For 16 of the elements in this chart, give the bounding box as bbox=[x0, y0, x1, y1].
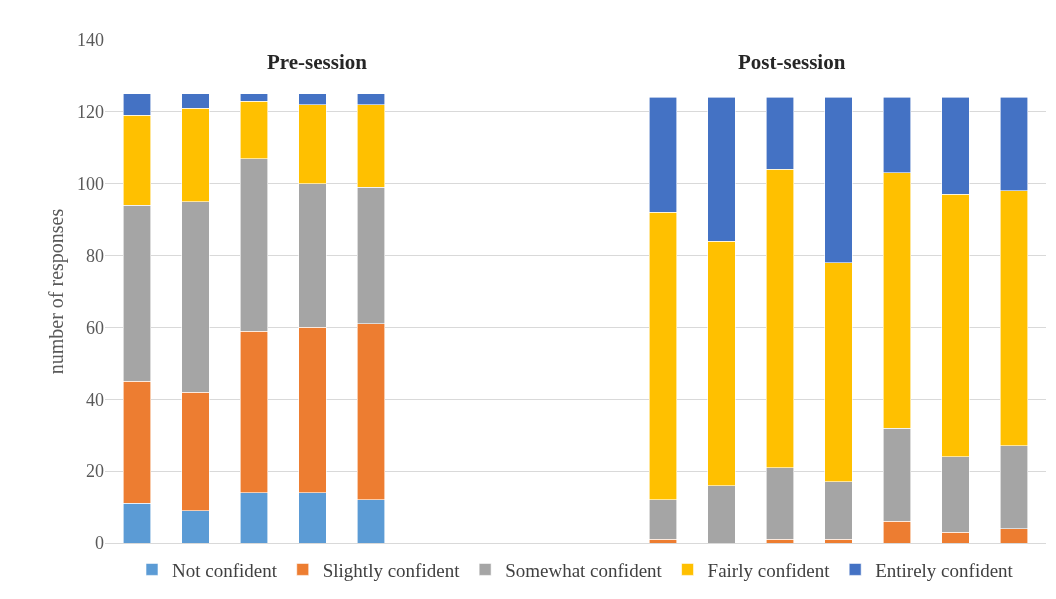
y-tick-label: 100 bbox=[77, 174, 104, 195]
y-axis-title: number of responses bbox=[44, 208, 68, 375]
legend-label: Fairly confident bbox=[707, 559, 831, 581]
annotation: Pre-session bbox=[267, 50, 368, 74]
y-tick-label: 60 bbox=[86, 317, 104, 338]
legend-label: Somewhat confident bbox=[505, 559, 663, 581]
y-tick-label: 20 bbox=[86, 461, 104, 482]
y-tick-label: 140 bbox=[77, 30, 104, 51]
annotation: Post-session bbox=[738, 50, 846, 74]
y-tick-label: 120 bbox=[77, 102, 104, 123]
y-tick-label: 80 bbox=[86, 245, 104, 266]
legend-label: Entirely confident bbox=[875, 559, 1014, 581]
y-tick-label: 0 bbox=[95, 533, 104, 554]
legend-label: Not confident bbox=[172, 559, 278, 581]
legend-label: Slightly confident bbox=[322, 559, 461, 581]
y-tick-label: 40 bbox=[86, 389, 104, 410]
